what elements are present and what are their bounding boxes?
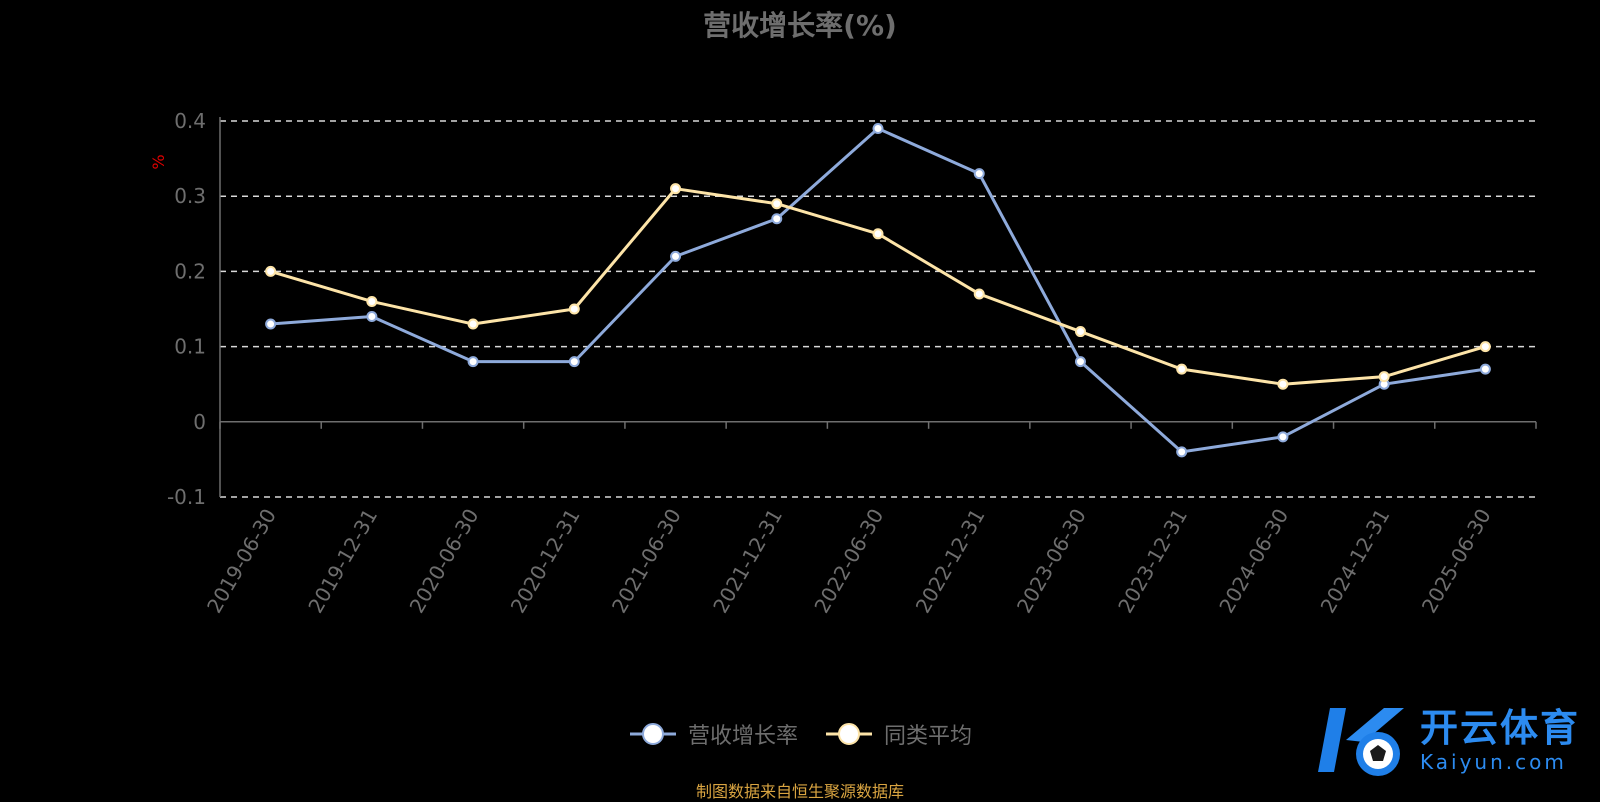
y-tick-label: -0.1 (167, 485, 206, 509)
watermark-logo: 开云体育 Kaiyun.com (1312, 700, 1580, 780)
data-point-peer-average[interactable] (771, 198, 783, 210)
x-tick-label: 2022-12-31 (911, 504, 990, 617)
legend-label-peer-average: 同类平均 (884, 724, 973, 749)
series-line-revenue-growth (270, 127, 1486, 454)
x-tick-label: 2024-06-30 (1214, 505, 1293, 618)
y-tick-label: 0 (193, 410, 206, 434)
data-point-revenue-growth[interactable] (670, 250, 682, 262)
data-point-peer-average[interactable] (568, 303, 580, 315)
data-point-peer-average[interactable] (265, 265, 277, 277)
data-point-revenue-growth[interactable] (1074, 356, 1086, 368)
y-tick-label: 0.4 (174, 109, 206, 133)
legend: 营收增长率 同类平均 (0, 718, 1600, 750)
x-tick-label: 2025-06-30 (1417, 505, 1496, 618)
data-point-peer-average[interactable] (872, 228, 884, 240)
x-tick-label: 2021-06-30 (607, 505, 686, 618)
data-point-peer-average[interactable] (366, 295, 378, 307)
chart-title: 营收增长率(%) (703, 9, 897, 42)
data-point-peer-average[interactable] (670, 183, 682, 195)
legend-item-revenue-growth[interactable]: 营收增长率 (628, 718, 798, 750)
x-tick-label: 2023-06-30 (1012, 505, 1091, 618)
y-tick-label: 0.3 (174, 184, 206, 208)
x-tick-label: 2019-06-30 (202, 505, 281, 618)
data-point-revenue-growth[interactable] (1277, 431, 1289, 443)
legend-marker-peer-average (826, 723, 872, 745)
legend-marker-revenue-growth (629, 723, 676, 745)
x-tick-label: 2022-06-30 (809, 505, 888, 618)
data-point-revenue-growth[interactable] (568, 356, 580, 368)
series-line-peer-average (270, 187, 1486, 386)
y-axis-label: % (149, 154, 168, 169)
x-tick-label: 2021-12-31 (708, 505, 787, 618)
watermark-cn: 开云体育 (1420, 706, 1581, 750)
data-point-revenue-growth[interactable] (1479, 363, 1491, 375)
data-point-revenue-growth[interactable] (366, 311, 378, 323)
data-point-revenue-growth[interactable] (265, 318, 277, 330)
data-point-peer-average[interactable] (1074, 326, 1086, 338)
x-tick-label: 2023-12-31 (1113, 505, 1192, 618)
data-point-revenue-growth[interactable] (1176, 446, 1188, 458)
x-tick-label: 2024-12-31 (1316, 505, 1395, 618)
kaiyun-logo-icon (1318, 708, 1404, 776)
data-point-peer-average[interactable] (467, 318, 479, 330)
data-point-peer-average[interactable] (1176, 363, 1188, 375)
data-point-peer-average[interactable] (1378, 371, 1390, 383)
y-tick-label: 0.2 (174, 259, 206, 283)
data-point-revenue-growth[interactable] (872, 123, 884, 135)
data-point-peer-average[interactable] (1479, 341, 1491, 353)
y-tick-label: 0.1 (174, 335, 206, 359)
watermark-en: Kaiyun.com (1420, 750, 1567, 774)
data-point-peer-average[interactable] (1277, 378, 1289, 390)
data-point-revenue-growth[interactable] (467, 356, 479, 368)
data-point-peer-average[interactable] (973, 288, 985, 300)
data-source-note: 制图数据来自恒生聚源数据库 (695, 782, 904, 801)
data-point-revenue-growth[interactable] (973, 168, 985, 180)
x-tick-label: 2020-06-30 (405, 504, 484, 617)
legend-label-revenue-growth: 营收增长率 (687, 724, 798, 749)
x-tick-label: 2019-12-31 (303, 505, 382, 618)
x-tick-label: 2020-12-31 (506, 505, 585, 618)
data-point-revenue-growth[interactable] (771, 213, 783, 225)
legend-item-peer-average[interactable]: 同类平均 (824, 718, 972, 750)
